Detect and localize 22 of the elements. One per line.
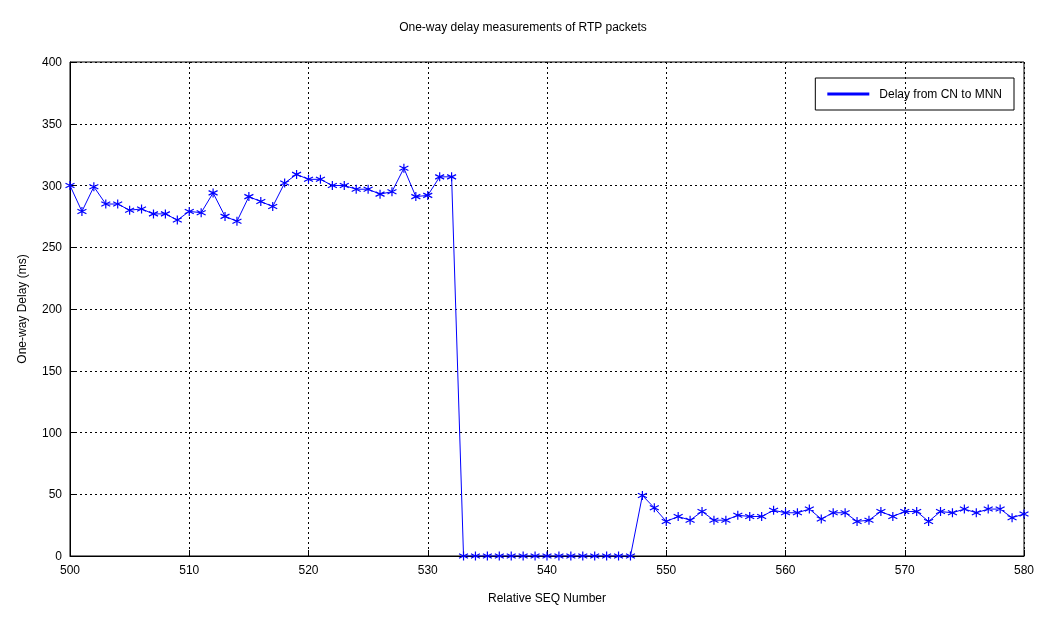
- x-axis-title: Relative SEQ Number: [487, 591, 607, 605]
- x-tick-label: 530: [417, 563, 439, 577]
- x-tick-label: 540: [536, 563, 558, 577]
- y-tick-label: 150: [41, 363, 63, 378]
- legend-label: Delay from CN to MNN: [879, 87, 1002, 101]
- y-tick-label: 200: [41, 302, 63, 316]
- y-tick-label: 250: [41, 240, 63, 255]
- y-tick-label: 350: [41, 116, 63, 131]
- x-tick-label: 500: [59, 563, 81, 577]
- y-tick-label: 100: [41, 425, 63, 440]
- y-axis-title: One-way Delay (ms): [15, 254, 29, 364]
- x-tick-label: 570: [894, 563, 916, 577]
- y-tick-label: 300: [41, 178, 63, 193]
- x-tick-label: 520: [298, 563, 319, 577]
- y-tick-label: 400: [41, 55, 63, 69]
- x-tick-label: 550: [656, 563, 677, 577]
- x-tick-label: 580: [1013, 563, 1035, 577]
- x-tick-label: 560: [775, 563, 796, 577]
- x-tick-label: 510: [179, 563, 200, 577]
- y-tick-label: 50: [48, 487, 63, 502]
- y-tick-label: 0: [55, 549, 63, 563]
- chart-title: One-way delay measurements of RTP packets: [399, 20, 647, 34]
